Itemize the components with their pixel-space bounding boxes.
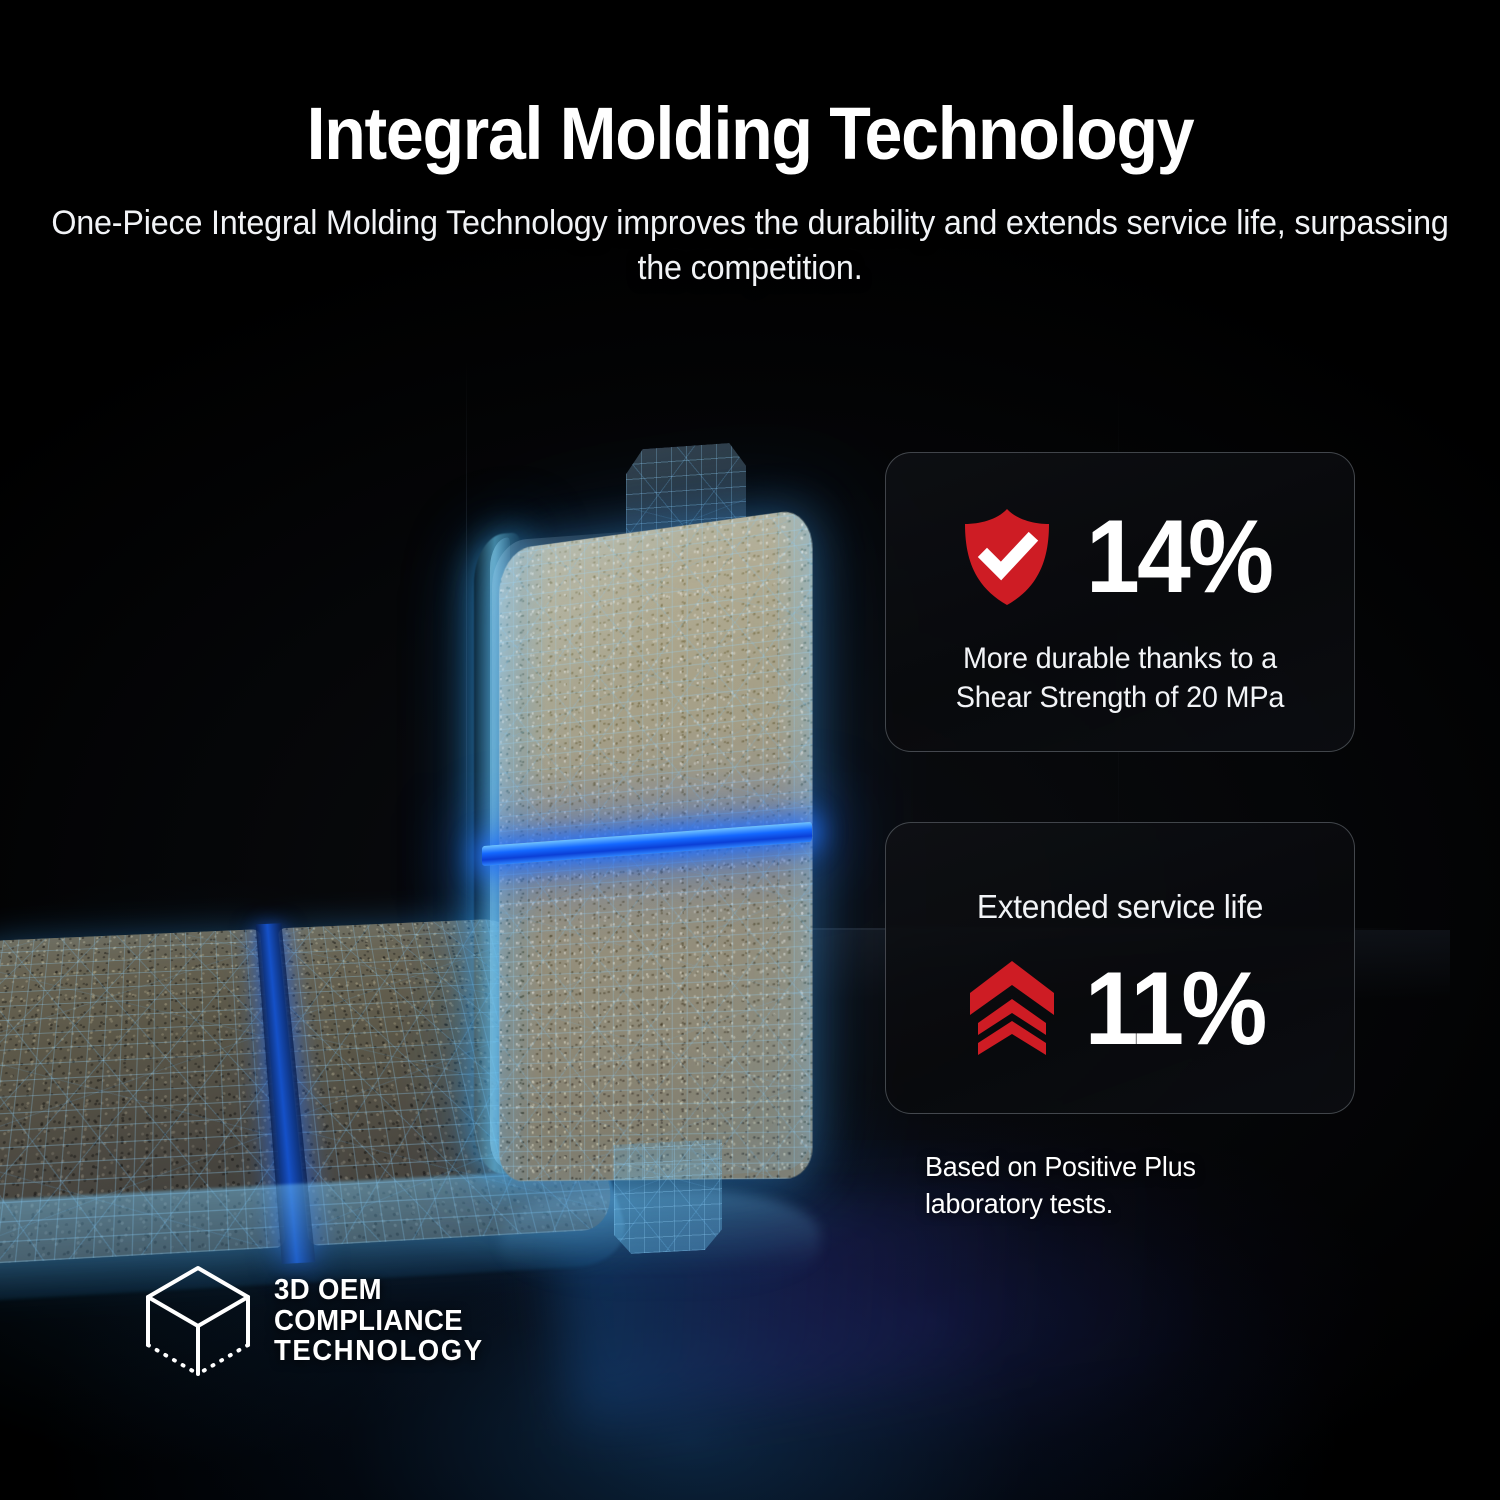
brake-pad-floor-reflection xyxy=(500,1190,820,1300)
logo-3d-oem-compliance-technology: 3D OEM COMPLIANCE TECHNOLOGY xyxy=(142,1262,495,1380)
logo-wordmark: 3D OEM COMPLIANCE TECHNOLOGY xyxy=(274,1275,484,1367)
stat-row: 11% xyxy=(916,957,1324,1061)
page-title: Integral Molding Technology xyxy=(306,92,1195,175)
logo-line-3: TECHNOLOGY xyxy=(274,1335,484,1368)
studio-panel-seam-left xyxy=(466,360,467,940)
logo-line-1: 3D OEM xyxy=(274,1273,382,1306)
stat-value-durability: 14% xyxy=(1086,499,1274,615)
footnote: Based on Positive Plus laboratory tests. xyxy=(925,1148,1196,1222)
page-subtitle: One-Piece Integral Molding Technology im… xyxy=(51,204,1449,287)
stat-description-line-2: Shear Strength of 20 MPa xyxy=(955,681,1285,714)
chevrons-up-icon xyxy=(970,960,1055,1055)
logo-line-2: COMPLIANCE xyxy=(274,1304,464,1337)
stat-value-service-life: 11% xyxy=(1085,950,1268,1067)
stat-row: 14% xyxy=(916,505,1324,609)
brake-pad-upright-icon xyxy=(460,442,840,1242)
header: Integral Molding Technology One-Piece In… xyxy=(0,96,1500,290)
footnote-line-2: laboratory tests. xyxy=(925,1188,1113,1220)
wireframe-cube-icon xyxy=(146,1266,250,1376)
stat-card-durability[interactable]: 14% More durable thanks to a Shear Stren… xyxy=(885,452,1355,752)
stat-card-service-life[interactable]: Extended service life 11% xyxy=(885,822,1355,1114)
stat-description-durability: More durable thanks to a Shear Strength … xyxy=(924,639,1316,717)
stat-description-line-1: More durable thanks to a xyxy=(963,642,1277,675)
footnote-line-1: Based on Positive Plus xyxy=(925,1151,1196,1182)
shield-check-icon xyxy=(965,509,1050,605)
stat-label-service-life: Extended service life xyxy=(976,888,1264,925)
